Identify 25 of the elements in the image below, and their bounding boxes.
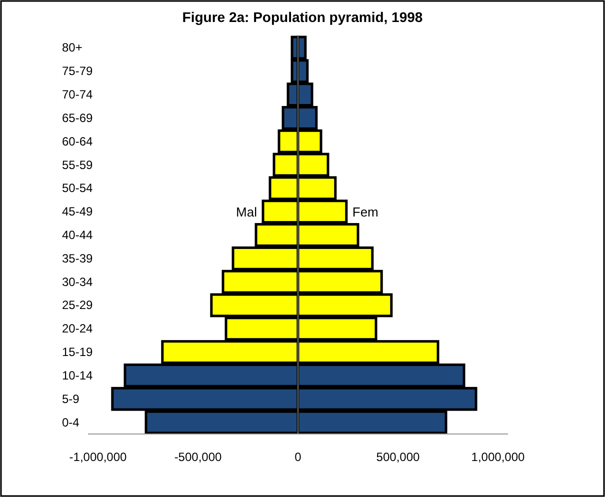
y-tick-label: 65-69 (62, 110, 94, 125)
y-tick-label: 20-24 (62, 322, 94, 336)
y-tick-label: 5-9 (62, 392, 80, 406)
x-tick-label: 1,000,000 (471, 450, 526, 464)
y-tick-label: 55-59 (62, 158, 94, 172)
y-tick-label: 10-14 (62, 368, 94, 382)
y-tick-label: 80+ (62, 40, 82, 55)
chart-title: Figure 2a: Population pyramid, 1998 (182, 9, 423, 25)
y-tick-label: 15-19 (62, 345, 94, 360)
y-tick-label: 60-64 (62, 134, 94, 148)
y-tick-label: 25-29 (62, 298, 94, 312)
y-tick-label: 70-74 (62, 88, 94, 102)
series-label: Fem (352, 204, 378, 220)
y-tick-label: 30-34 (62, 274, 94, 289)
y-tick-label: 0-4 (62, 415, 80, 430)
y-tick-label: 45-49 (62, 204, 94, 219)
y-tick-label: 40-44 (62, 228, 94, 242)
x-tick-label: 500,000 (376, 450, 420, 464)
series-label: Mal (236, 204, 258, 220)
y-tick-label: 50-54 (62, 181, 94, 196)
x-tick-label: -500,000 (174, 450, 222, 464)
y-tick-label: 75-79 (62, 64, 94, 78)
x-tick-label: 0 (294, 450, 302, 464)
y-tick-label: 35-39 (62, 251, 94, 266)
x-tick-label: -1,000,000 (69, 450, 128, 464)
